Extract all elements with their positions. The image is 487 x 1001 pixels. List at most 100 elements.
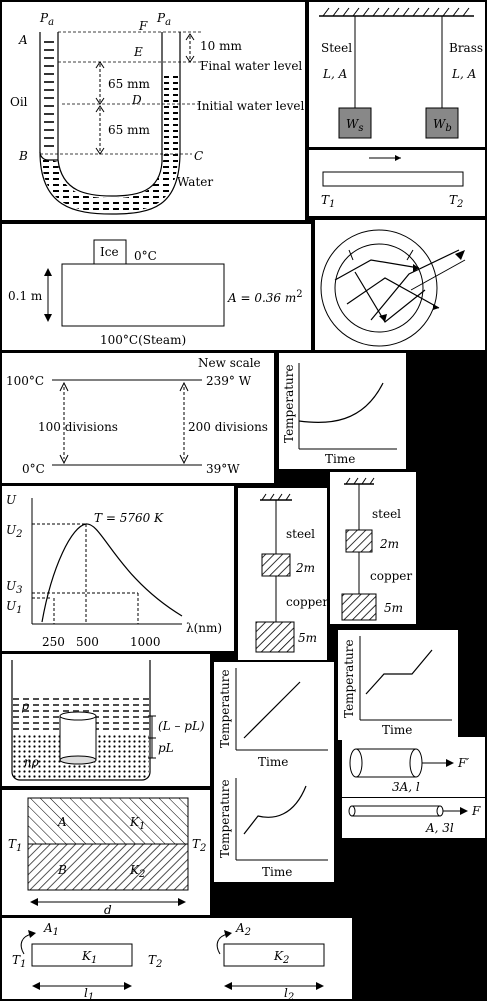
rod1-t2: T2 bbox=[148, 953, 162, 970]
div100-label: 100 divisions bbox=[38, 420, 118, 434]
dim-10mm: 10 mm bbox=[200, 39, 242, 53]
steel-la: L, A bbox=[322, 67, 348, 81]
rod2-k2: K2 bbox=[273, 949, 289, 966]
wires-panel: Steel Brass L, A L, A Ws Wb bbox=[309, 2, 485, 147]
wires-diagram: Steel Brass L, A L, A Ws Wb bbox=[319, 7, 483, 139]
cyl1-panel: 3A, l F′ bbox=[342, 737, 485, 797]
hang2-copper: copper bbox=[370, 569, 412, 583]
planck-u-label: U bbox=[6, 493, 17, 507]
graph1-xlabel: Time bbox=[325, 452, 355, 466]
cyl1-force: F′ bbox=[457, 756, 469, 770]
hang2-mass-2m bbox=[345, 529, 373, 553]
rod1-a1: A1 bbox=[43, 921, 59, 938]
rod-diagram: T1 T2 bbox=[321, 155, 464, 210]
height-label: 0.1 m bbox=[8, 289, 43, 303]
l-minus-label: (L – pL) bbox=[158, 719, 205, 733]
w39-label: 39°W bbox=[206, 462, 240, 476]
beaker-panel: ρ nρ (L – pL) pL bbox=[2, 654, 210, 786]
planck-u2-label: U2 bbox=[6, 523, 23, 540]
graph3-panel: Temperature Time bbox=[338, 630, 458, 740]
cyl2-diagram: A, 3l F bbox=[348, 804, 481, 835]
graph1-cut-label: Time bbox=[327, 353, 357, 356]
dim-65mm-lower: 65 mm bbox=[108, 123, 150, 137]
ice-label: Ice bbox=[100, 245, 119, 259]
graph4: Temperature Time bbox=[218, 778, 328, 879]
water-right-column bbox=[164, 72, 178, 162]
slab-b-label: B bbox=[57, 863, 67, 877]
water-fill bbox=[42, 152, 178, 212]
planck-u1-label: U1 bbox=[6, 599, 23, 616]
rods2-panel: A1 T1 K1 T2 l1 A2 K2 l2 bbox=[2, 918, 352, 999]
graph2-xlabel: Time bbox=[258, 755, 288, 769]
graph2: Temperature Time bbox=[218, 668, 328, 769]
pa-left-label: Pa bbox=[39, 11, 54, 28]
point-d: D bbox=[131, 93, 142, 107]
water-label: Water bbox=[177, 175, 213, 189]
rod-t1: T1 bbox=[321, 193, 335, 210]
slab-a-label: A bbox=[57, 815, 67, 829]
graph3-line bbox=[365, 649, 433, 695]
slab-panel: A K1 B K2 T1 T2 d bbox=[2, 790, 210, 915]
rod2-a2: A2 bbox=[235, 921, 251, 938]
hang2-5m: 5m bbox=[384, 601, 403, 615]
rod2 bbox=[223, 943, 325, 967]
brass-la: L, A bbox=[451, 67, 477, 81]
wb-label: Wb bbox=[433, 117, 452, 134]
planck-x250: 250 bbox=[42, 635, 65, 649]
slab-diagram: A K1 B K2 T1 T2 d bbox=[8, 797, 206, 915]
pl-label: pL bbox=[158, 741, 174, 755]
cyl1-diagram: 3A, l F′ bbox=[349, 748, 469, 794]
planck-panel: U U2 U3 U1 T = 5760 K 250 500 1000 λ(nm) bbox=[2, 486, 234, 651]
rod2-l2: l2 bbox=[284, 986, 294, 999]
point-a: A bbox=[18, 33, 28, 47]
graph2-ylabel: Temperature bbox=[218, 669, 232, 748]
graph2-line bbox=[243, 681, 301, 739]
graph1-curve bbox=[298, 382, 384, 423]
hang2-steel: steel bbox=[372, 507, 401, 521]
beaker-diagram: ρ nρ (L – pL) pL bbox=[11, 660, 205, 781]
graph4-curve bbox=[243, 785, 307, 835]
hang1-mass-5m bbox=[255, 621, 295, 653]
initial-water-level-label: Initial water level bbox=[197, 99, 304, 113]
hang1-copper: copper bbox=[286, 595, 327, 609]
rod1-l1: l1 bbox=[84, 986, 94, 999]
slab-k1-label: K1 bbox=[129, 815, 145, 832]
slab-k2-label: K2 bbox=[129, 863, 145, 880]
hang2-2m: 2m bbox=[379, 537, 399, 551]
hang1-5m: 5m bbox=[298, 631, 317, 645]
graph4-panel: Temperature Time bbox=[214, 772, 334, 882]
point-c: C bbox=[194, 149, 203, 163]
graph1-panel: Time Temperature Time bbox=[279, 353, 406, 469]
cyl1-body bbox=[355, 748, 417, 778]
c0-label: 0°C bbox=[22, 462, 45, 476]
hang2-diagram: steel 2m copper 5m bbox=[341, 477, 412, 621]
cyl2-panel: A, 3l F bbox=[342, 798, 485, 838]
oil-column bbox=[44, 41, 54, 147]
cylinder bbox=[59, 715, 97, 761]
slab-a bbox=[27, 797, 189, 845]
weight-wb bbox=[425, 107, 459, 139]
ring-panel bbox=[315, 220, 485, 350]
oil-label: Oil bbox=[10, 95, 28, 109]
ring-diagram bbox=[320, 229, 466, 347]
planck-x500: 500 bbox=[76, 635, 99, 649]
point-f: F bbox=[138, 19, 148, 33]
steel-label: Steel bbox=[321, 41, 352, 55]
planck-u3-label: U3 bbox=[6, 579, 23, 596]
graph4-ylabel: Temperature bbox=[218, 779, 232, 858]
graph4-xlabel: Time bbox=[262, 865, 292, 879]
new-scale-label: New scale bbox=[198, 356, 261, 370]
u-tube-panel: Pa Pa A B C D E F 10 mm Final water leve… bbox=[2, 2, 305, 220]
final-water-level-label: Final water level bbox=[200, 59, 302, 73]
graph1: Time Temperature Time bbox=[282, 353, 397, 466]
cyl2-body bbox=[351, 805, 441, 817]
scale-diagram: New scale 100°C 239° W 100 divisions 200… bbox=[6, 356, 268, 476]
ws-label: Ws bbox=[346, 117, 363, 134]
cyl2-force: F bbox=[471, 804, 481, 818]
point-b: B bbox=[18, 149, 28, 163]
hang2-panel: steel 2m copper 5m bbox=[330, 472, 416, 624]
slab-b bbox=[27, 843, 189, 891]
slab-d-label: d bbox=[104, 903, 112, 915]
rod1-t1: T1 bbox=[12, 953, 26, 970]
cyl1-label: 3A, l bbox=[392, 780, 420, 794]
